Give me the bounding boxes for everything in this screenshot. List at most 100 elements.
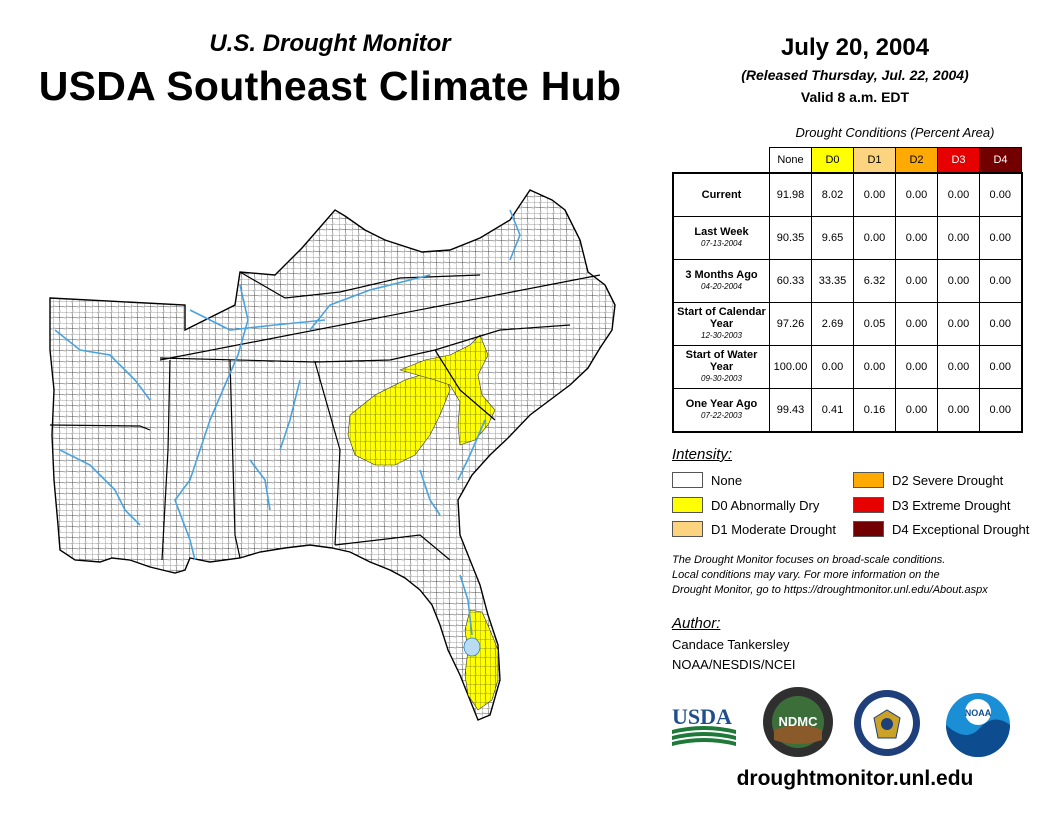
note-line: Drought Monitor, go to https://droughtmo… xyxy=(672,584,988,596)
map-date: July 20, 2004 xyxy=(780,34,930,61)
row-date: 09-30-2003 xyxy=(701,374,742,383)
legend-item-d2: D2 Severe Drought xyxy=(853,471,1003,489)
table-cell: 0.00 xyxy=(937,216,980,260)
d0-area-carolinas xyxy=(399,334,496,446)
table-cell: 0.00 xyxy=(979,216,1022,260)
note-line: Local conditions may vary. For more info… xyxy=(672,569,940,581)
map-subtitle: U.S. Drought Monitor xyxy=(209,30,451,57)
usda-logo-text: USDA xyxy=(672,704,732,729)
row-label: Last Week 07-13-2004 xyxy=(672,216,770,260)
noaa-logo: NOAA xyxy=(946,693,1010,757)
ndmc-logo: NDMC xyxy=(763,687,833,757)
state-boundaries xyxy=(49,271,601,561)
legend-swatch-d1 xyxy=(672,521,703,537)
usda-logo: USDA xyxy=(672,704,736,746)
table-cell: 0.00 xyxy=(853,216,896,260)
row-label: Start of Calendar Year 12-30-2003 xyxy=(672,302,770,346)
southeast-land xyxy=(49,189,616,721)
legend-title: Intensity: xyxy=(672,446,733,463)
rivers xyxy=(54,209,521,636)
table-cell: 0.00 xyxy=(979,302,1022,346)
legend-swatch-d2 xyxy=(853,472,884,488)
legend-swatch-none xyxy=(672,472,703,488)
table-cell: 33.35 xyxy=(811,259,854,303)
drought-monitor-note: The Drought Monitor focuses on broad-sca… xyxy=(672,553,1052,598)
legend-swatch-d3 xyxy=(853,497,884,513)
legend-item-d3: D3 Extreme Drought xyxy=(853,496,1011,514)
table-cell: 0.00 xyxy=(895,259,938,303)
table-cell: 0.00 xyxy=(895,172,938,217)
table-cell: 0.16 xyxy=(853,388,896,433)
table-cell: 6.32 xyxy=(853,259,896,303)
row-label-text: 3 Months Ago xyxy=(685,269,758,281)
ndmc-logo-text: NDMC xyxy=(779,714,819,729)
row-date: 12-30-2003 xyxy=(701,331,742,340)
row-date: 07-13-2004 xyxy=(701,239,742,248)
table-cell: 0.00 xyxy=(895,388,938,433)
noaa-logo-text: NOAA xyxy=(965,708,992,718)
table-cell: 0.00 xyxy=(937,302,980,346)
row-label-text: Last Week xyxy=(694,226,749,238)
row-date: 04-20-2004 xyxy=(701,282,742,291)
website-link[interactable]: droughtmonitor.unl.edu xyxy=(736,767,974,790)
d0-area-florida xyxy=(464,609,499,711)
table-caption: Drought Conditions (Percent Area) xyxy=(795,125,995,140)
table-cell: 0.05 xyxy=(853,302,896,346)
table-cell: 0.00 xyxy=(895,216,938,260)
table-row: Start of Calendar Year 12-30-2003 97.26 2.6… xyxy=(672,302,1022,346)
legend-item-d0: D0 Abnormally Dry xyxy=(672,496,819,514)
table-cell: 0.00 xyxy=(937,345,980,389)
row-label-text: Current xyxy=(701,189,742,201)
valid-time: Valid 8 a.m. EDT xyxy=(800,89,910,105)
commerce-seal-logo xyxy=(854,690,920,756)
table-cell: 100.00 xyxy=(769,345,812,389)
row-label: 3 Months Ago 04-20-2004 xyxy=(672,259,770,303)
drought-conditions-table: None D0 D1 D2 D3 D4 Current 91.98 8.02 0.00… xyxy=(672,147,1023,433)
table-cell: 8.02 xyxy=(811,172,854,217)
lake-okeechobee xyxy=(463,637,481,657)
table-cell: 0.00 xyxy=(979,345,1022,389)
legend-item-d4: D4 Exceptional Drought xyxy=(853,520,1029,538)
table-row: One Year Ago 07-22-2003 99.43 0.41 0.16 0.00 0… xyxy=(672,388,1022,433)
d0-area-georgia xyxy=(347,371,451,466)
legend-label-d3: D3 Extreme Drought xyxy=(892,497,1011,513)
table-cell: 60.33 xyxy=(769,259,812,303)
southeast-drought-map xyxy=(49,189,616,721)
map-title: USDA Southeast Climate Hub xyxy=(38,63,622,109)
table-cell: 91.98 xyxy=(769,172,812,217)
legend-label-d0: D0 Abnormally Dry xyxy=(711,497,820,513)
table-cell: 0.00 xyxy=(979,259,1022,303)
table-row: Last Week 07-13-2004 90.35 9.65 0.00 0.00 0.00… xyxy=(672,216,1022,260)
row-date: 07-22-2003 xyxy=(701,411,742,420)
row-label: One Year Ago 07-22-2003 xyxy=(672,388,770,433)
table-cell: 2.69 xyxy=(811,302,854,346)
table-cell: 9.65 xyxy=(811,216,854,260)
table-cell: 0.41 xyxy=(811,388,854,433)
legend-label-d1: D1 Moderate Drought xyxy=(711,521,837,537)
legend-item-d1: D1 Moderate Drought xyxy=(672,520,836,538)
table-row: Current 91.98 8.02 0.00 0.00 0.00 0.00 xyxy=(672,172,1022,217)
table-cell: 0.00 xyxy=(895,302,938,346)
table-corner xyxy=(673,148,770,174)
table-cell: 99.43 xyxy=(769,388,812,433)
note-line: The Drought Monitor focuses on broad-sca… xyxy=(672,554,946,566)
table-cell: 0.00 xyxy=(937,172,980,217)
legend-label-d2: D2 Severe Drought xyxy=(892,472,1004,488)
table-cell: 0.00 xyxy=(937,259,980,303)
table-cell: 0.00 xyxy=(853,172,896,217)
author-name: Candace Tankersley xyxy=(672,637,790,652)
row-label-text: Start of Calendar Year xyxy=(677,306,766,330)
table-row: Start of Water Year 09-30-2003 100.00 0.00 0… xyxy=(672,345,1022,389)
column-header-d1: D1 xyxy=(853,147,896,174)
table-cell: 0.00 xyxy=(853,345,896,389)
column-header-none: None xyxy=(769,147,812,174)
row-label: Start of Water Year 09-30-2003 xyxy=(672,345,770,389)
row-label-text: Start of Water Year xyxy=(685,349,758,373)
table-cell: 0.00 xyxy=(979,388,1022,433)
row-label-text: One Year Ago xyxy=(685,398,758,410)
legend-item-none: None xyxy=(672,471,742,489)
legend-swatch-d4 xyxy=(853,521,884,537)
table-cell: 97.26 xyxy=(769,302,812,346)
column-header-d2: D2 xyxy=(895,147,938,174)
author-organization: NOAA/NESDIS/NCEI xyxy=(672,657,796,672)
